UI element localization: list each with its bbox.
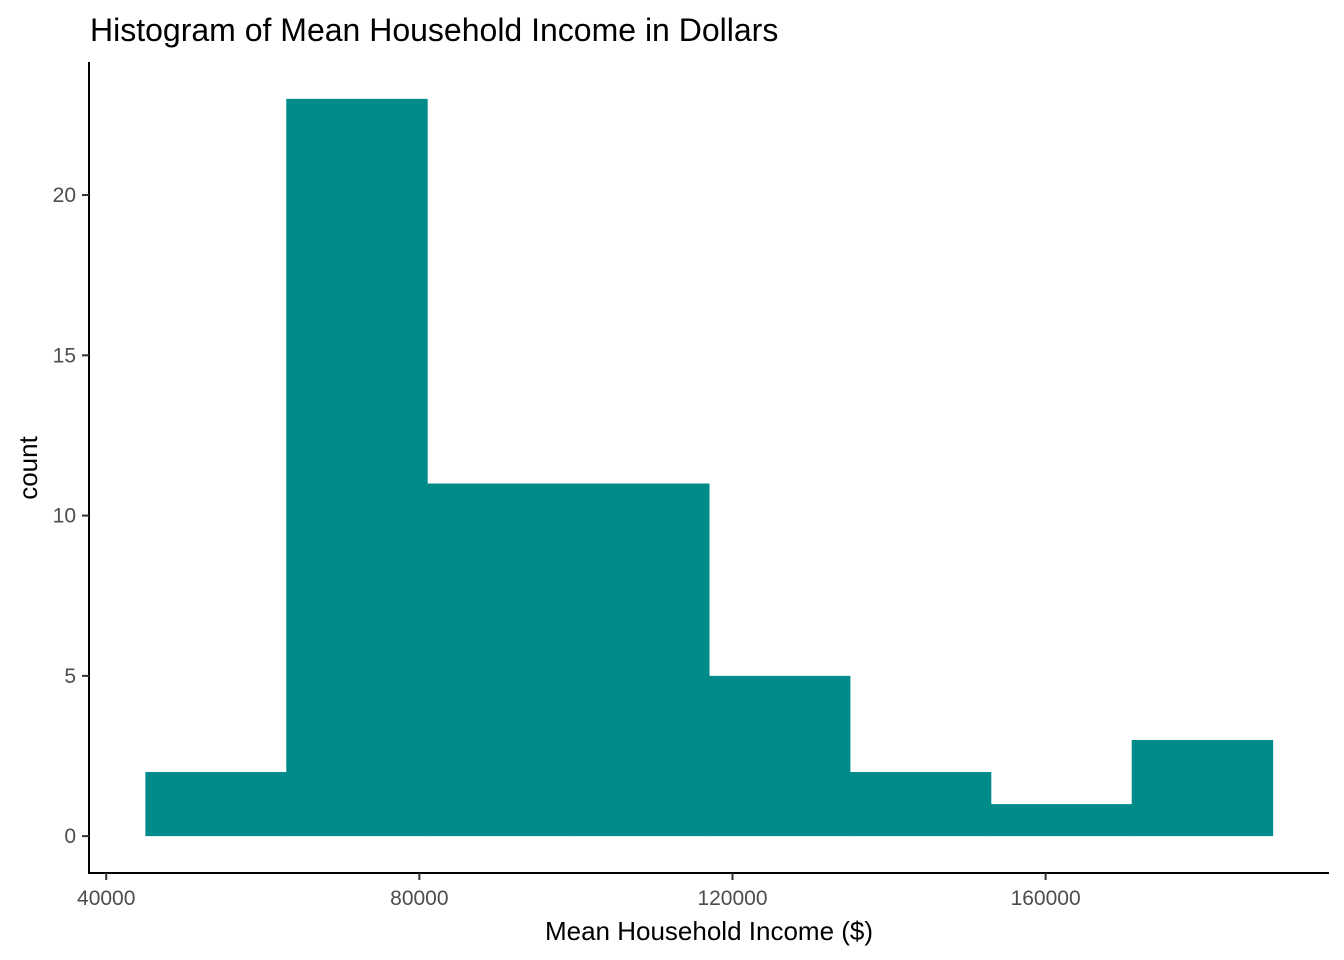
histogram-bar-5 — [709, 675, 851, 837]
histogram-bar-1 — [145, 772, 287, 837]
x-axis-label: Mean Household Income ($) — [545, 916, 873, 946]
histogram-bar-4 — [568, 483, 710, 837]
bars-group — [145, 98, 1274, 837]
x-tick-label: 160000 — [1011, 887, 1081, 910]
histogram-bar-6 — [849, 772, 992, 837]
histogram-bar-2 — [286, 98, 428, 837]
x-tick-label: 80000 — [390, 887, 448, 910]
x-ticks-group: 40000 80000 120000 160000 — [77, 873, 1081, 910]
y-tick-label: 10 — [53, 505, 76, 528]
x-tick-label: 120000 — [697, 887, 767, 910]
histogram-bar-8 — [1131, 739, 1274, 837]
y-tick-label: 15 — [53, 344, 76, 367]
histogram-bar-7 — [990, 804, 1133, 837]
y-tick-label: 20 — [53, 184, 76, 207]
histogram-bar-3 — [427, 483, 569, 837]
y-tick-label: 0 — [64, 825, 76, 848]
x-tick-label: 40000 — [77, 887, 135, 910]
y-axis-label: count — [13, 435, 43, 499]
y-ticks-group: 0 5 10 15 20 — [53, 184, 89, 848]
y-tick-label: 5 — [64, 665, 76, 688]
chart-title: Histogram of Mean Household Income in Do… — [90, 12, 778, 48]
